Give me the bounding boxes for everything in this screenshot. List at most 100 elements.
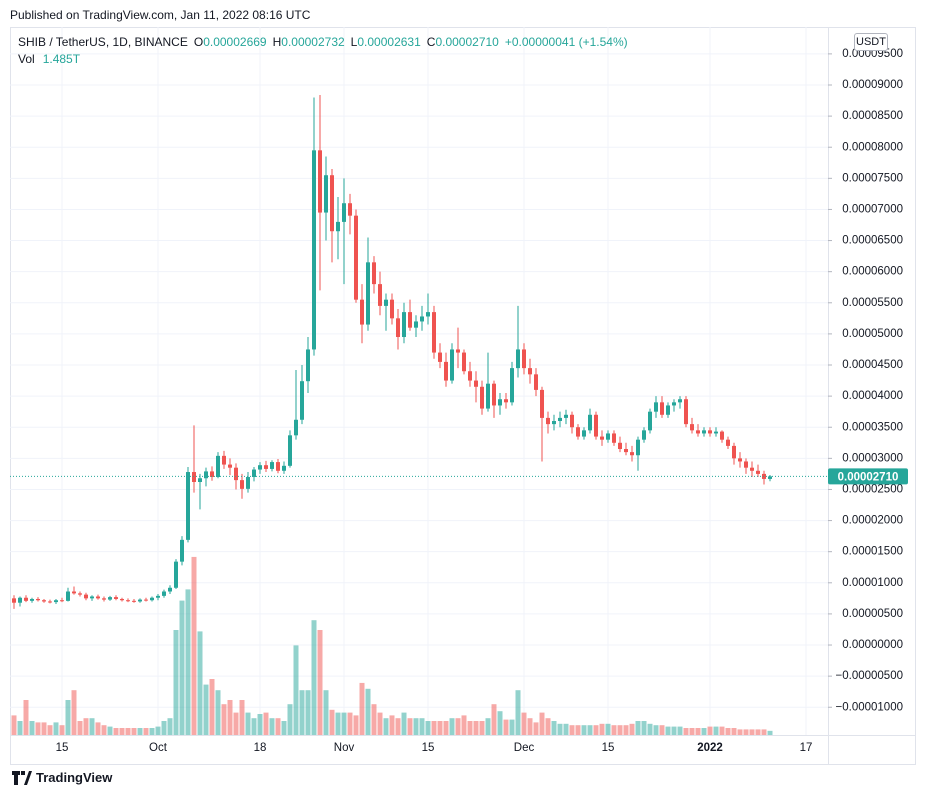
volume-bar [209,679,215,735]
volume-bar [107,726,113,735]
candle-body [210,471,214,478]
candle-body [684,399,688,425]
volume-bar [419,718,425,735]
candle-body [726,439,730,446]
candle-body [498,399,502,406]
y-tick-label: 0.00003000 [842,452,903,464]
candle-body [168,587,172,592]
candle-body [420,316,424,322]
volume-bar [179,600,185,735]
candle-body [318,150,322,213]
candle-body [690,424,694,431]
candle-body [450,349,454,381]
volume-bar [677,726,683,735]
published-note: Published on TradingView.com, Jan 11, 20… [10,8,311,22]
volume-bar [425,721,431,735]
volume-bar [335,712,341,735]
candle-body [582,430,586,437]
candle-body [456,349,460,353]
candle-body [654,402,658,412]
y-tick-label: 0.00005000 [842,328,903,340]
volume-bar [155,726,161,735]
candle-body [204,471,208,479]
volume-layer [11,556,773,735]
volume-bar [455,718,461,735]
volume-bar [203,684,209,735]
candle-body [516,349,520,369]
ohlc-item: C0.00002710 [427,35,499,49]
x-tick-label: Oct [149,742,168,754]
volume-bar [65,700,71,735]
volume-bar [29,721,35,735]
y-tick-label: 0.00004500 [842,359,903,371]
volume-bar [245,712,251,735]
candle-body [132,600,136,602]
volume-bar [491,704,497,735]
volume-bar [395,718,401,735]
candle-body [126,600,130,602]
candle-body [252,469,256,478]
brand: TradingView [36,770,113,785]
x-tick-label: 15 [602,742,615,754]
volume-bar [557,723,563,735]
candle-body [396,318,400,338]
volume-bar [149,728,155,735]
volume-bar [287,704,293,735]
candle-body [276,462,280,471]
volume-bar [749,729,755,735]
volume-bar [539,712,545,735]
candle-body [60,600,64,602]
volume-bar [605,723,611,735]
volume-bar [101,725,107,735]
candle-body [246,477,250,489]
x-tick-label: 17 [800,742,813,754]
candle-body [306,349,310,382]
volume-bar [671,726,677,735]
y-tick-label: 0.00007000 [842,203,903,215]
volume-bar [599,723,605,735]
candle-body [708,430,712,434]
candle-body [372,262,376,285]
candle-body [150,597,154,601]
brand-logo [12,770,32,785]
volume-bar [431,721,437,735]
volume-bar [275,718,281,735]
volume-bar [533,722,539,735]
volume-bar [713,726,719,735]
candle-body [294,419,298,436]
ohlc-item: O0.00002669 [194,35,267,49]
volume-bar [413,718,419,735]
candle-body [648,411,652,431]
candle-body [198,478,202,482]
candle-body [540,389,544,418]
volume-bar [701,728,707,735]
volume-bar [611,725,617,735]
candle-body [444,361,448,381]
candle-body [666,405,670,415]
y-tick-label: 0.00005500 [842,297,903,309]
volume-bar [119,728,125,735]
candle-body [12,598,16,603]
volume-bar [665,726,671,735]
candle-body [462,352,466,372]
candle-body [720,431,724,440]
candle-body [438,352,442,362]
candle-body [558,417,562,422]
volume-bar [173,630,179,735]
volume-bar [233,712,239,735]
candle-body [162,591,166,596]
volume-bar [215,690,221,735]
candle-body [108,597,112,600]
candle-body [504,399,508,403]
currency-button[interactable]: USDT [854,33,888,51]
y-tick-label: 0.00008500 [842,110,903,122]
y-tick-label: 0.00004000 [842,390,903,402]
volume-bar [83,718,89,735]
volume-bar [629,723,635,735]
candle-body [270,462,274,469]
candle-layer [12,94,772,609]
candle-body [492,383,496,406]
candle-body [138,599,142,602]
candle-body [228,464,232,468]
volume-bar [41,722,47,735]
